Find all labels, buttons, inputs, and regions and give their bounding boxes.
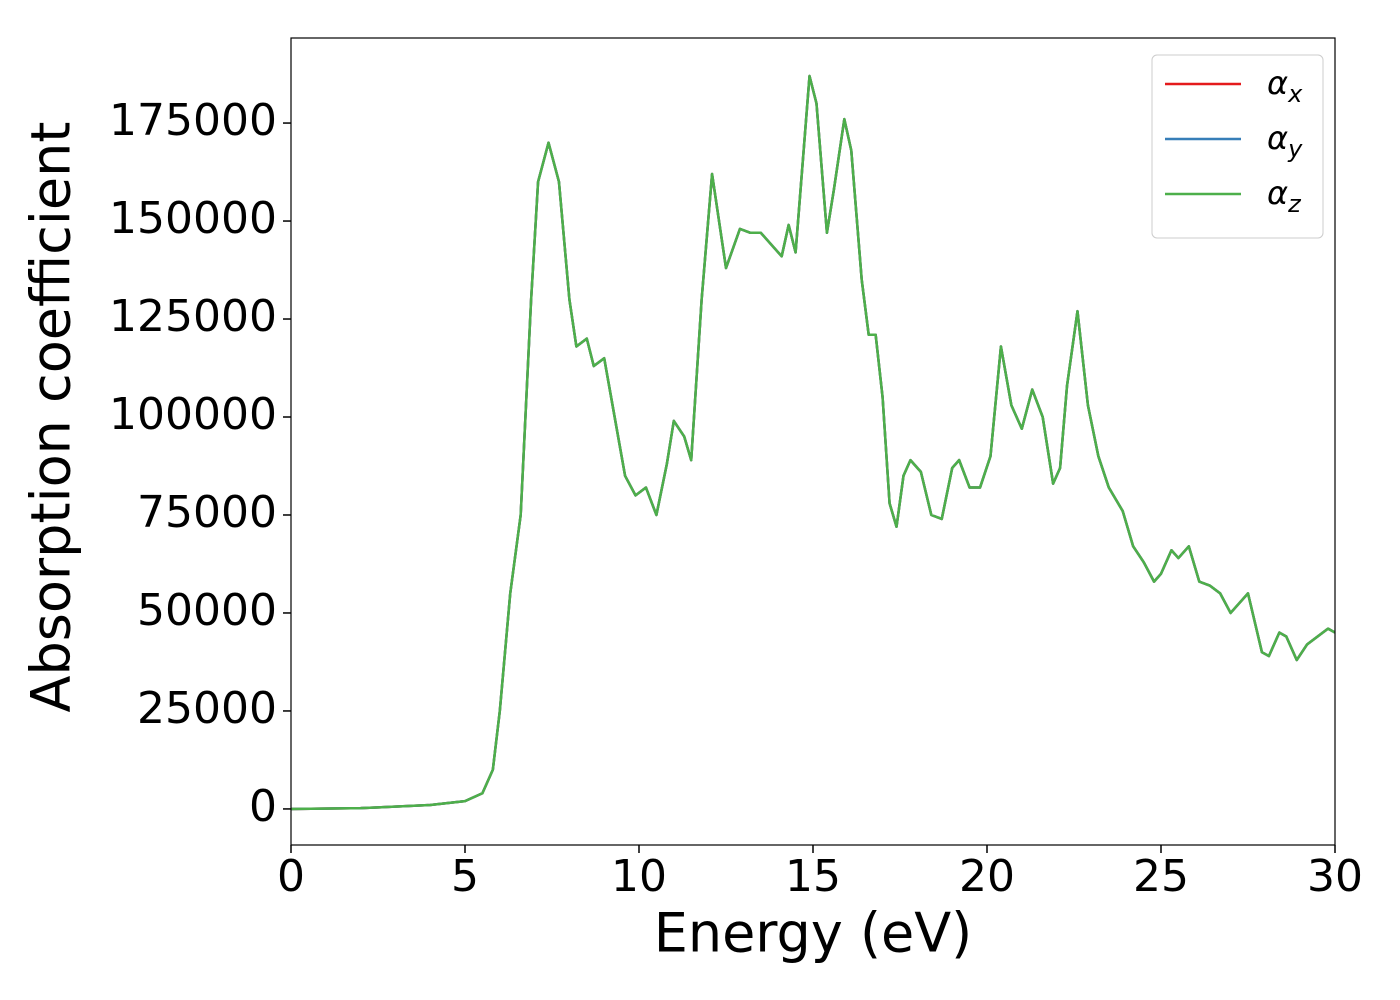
plot-frame	[290, 37, 1336, 846]
y-tick-label: 25000	[137, 683, 277, 734]
y-tick-label: 175000	[109, 95, 277, 146]
x-tick-label: 0	[277, 851, 305, 902]
legend-label: αx	[1267, 64, 1303, 108]
legend-box	[1151, 54, 1324, 239]
y-tick-label: 100000	[109, 389, 277, 440]
x-tick-label: 5	[451, 851, 479, 902]
x-tick-label: 20	[959, 851, 1015, 902]
legend-label: αz	[1267, 174, 1302, 218]
x-tick-label: 10	[611, 851, 667, 902]
y-tick-label: 150000	[109, 193, 277, 244]
plot-area	[291, 74, 1335, 811]
y-tick-label: 50000	[137, 585, 277, 636]
x-tick-label: 25	[1133, 851, 1189, 902]
y-tick-label: 75000	[137, 487, 277, 538]
x-tick-label: 30	[1307, 851, 1363, 902]
series-line	[291, 74, 1335, 811]
legend-label: αy	[1267, 119, 1303, 163]
y-tick-label: 125000	[109, 291, 277, 342]
x-axis-label: Energy (eV)	[654, 902, 973, 965]
x-tick-label: 15	[785, 851, 841, 902]
y-axis-label: Absorption coefficient	[20, 122, 83, 713]
y-tick-label: 0	[249, 781, 277, 832]
